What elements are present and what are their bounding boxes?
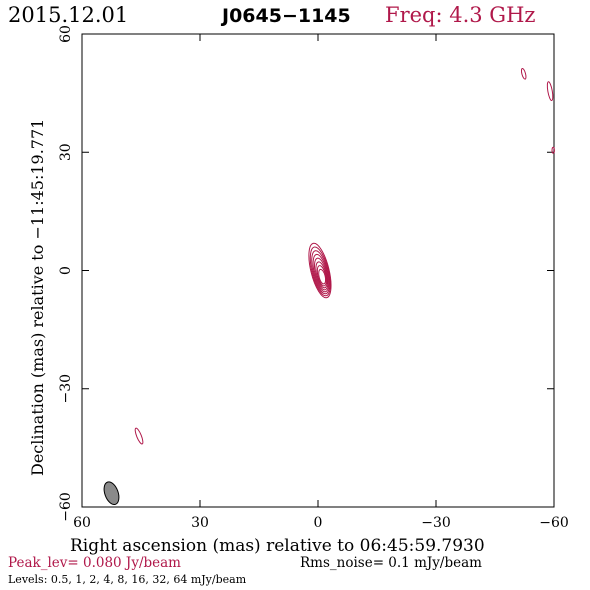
plot-frame <box>81 33 555 508</box>
observation-date: 2015.12.01 <box>8 3 128 27</box>
frequency-label: Freq: 4.3 GHz <box>385 3 535 27</box>
y-tick-label: 30 <box>58 143 74 161</box>
core-contour <box>308 242 332 299</box>
beam-ellipse <box>103 481 120 506</box>
core-contour <box>311 250 330 295</box>
x-tick-label: −60 <box>539 515 569 531</box>
x-tick-label: 0 <box>314 515 323 531</box>
feature-contour <box>520 67 527 80</box>
feature-contour <box>551 146 555 154</box>
x-tick-label: 30 <box>191 515 209 531</box>
feature-contour <box>546 81 554 102</box>
y-tick-label: 0 <box>58 266 74 275</box>
peak-level: Peak_lev= 0.080 Jy/beam <box>8 555 181 571</box>
feature-contour <box>134 427 144 445</box>
x-tick-label: −30 <box>421 515 451 531</box>
core-contour <box>316 265 327 287</box>
core-contour <box>309 246 331 297</box>
x-axis-title: Right ascension (mas) relative to 06:45:… <box>70 536 485 556</box>
y-tick-label: −60 <box>58 492 74 522</box>
y-tick-label: −30 <box>58 374 74 404</box>
core-contour <box>318 268 327 285</box>
core-contour <box>312 253 330 293</box>
beam-layer <box>103 481 120 506</box>
rms-noise: Rms_noise= 0.1 mJy/beam <box>300 555 482 571</box>
contour-levels: Levels: 0.5, 1, 2, 4, 8, 16, 32, 64 mJy/… <box>8 573 247 586</box>
source-name: J0645−1145 <box>220 5 351 27</box>
y-axis-title: Declination (mas) relative to −11:45:19.… <box>28 119 47 476</box>
core-contour <box>315 261 328 289</box>
core-contour <box>314 257 329 291</box>
y-tick-label: 60 <box>58 25 74 43</box>
x-tick-label: 60 <box>73 515 91 531</box>
contours <box>134 67 555 445</box>
